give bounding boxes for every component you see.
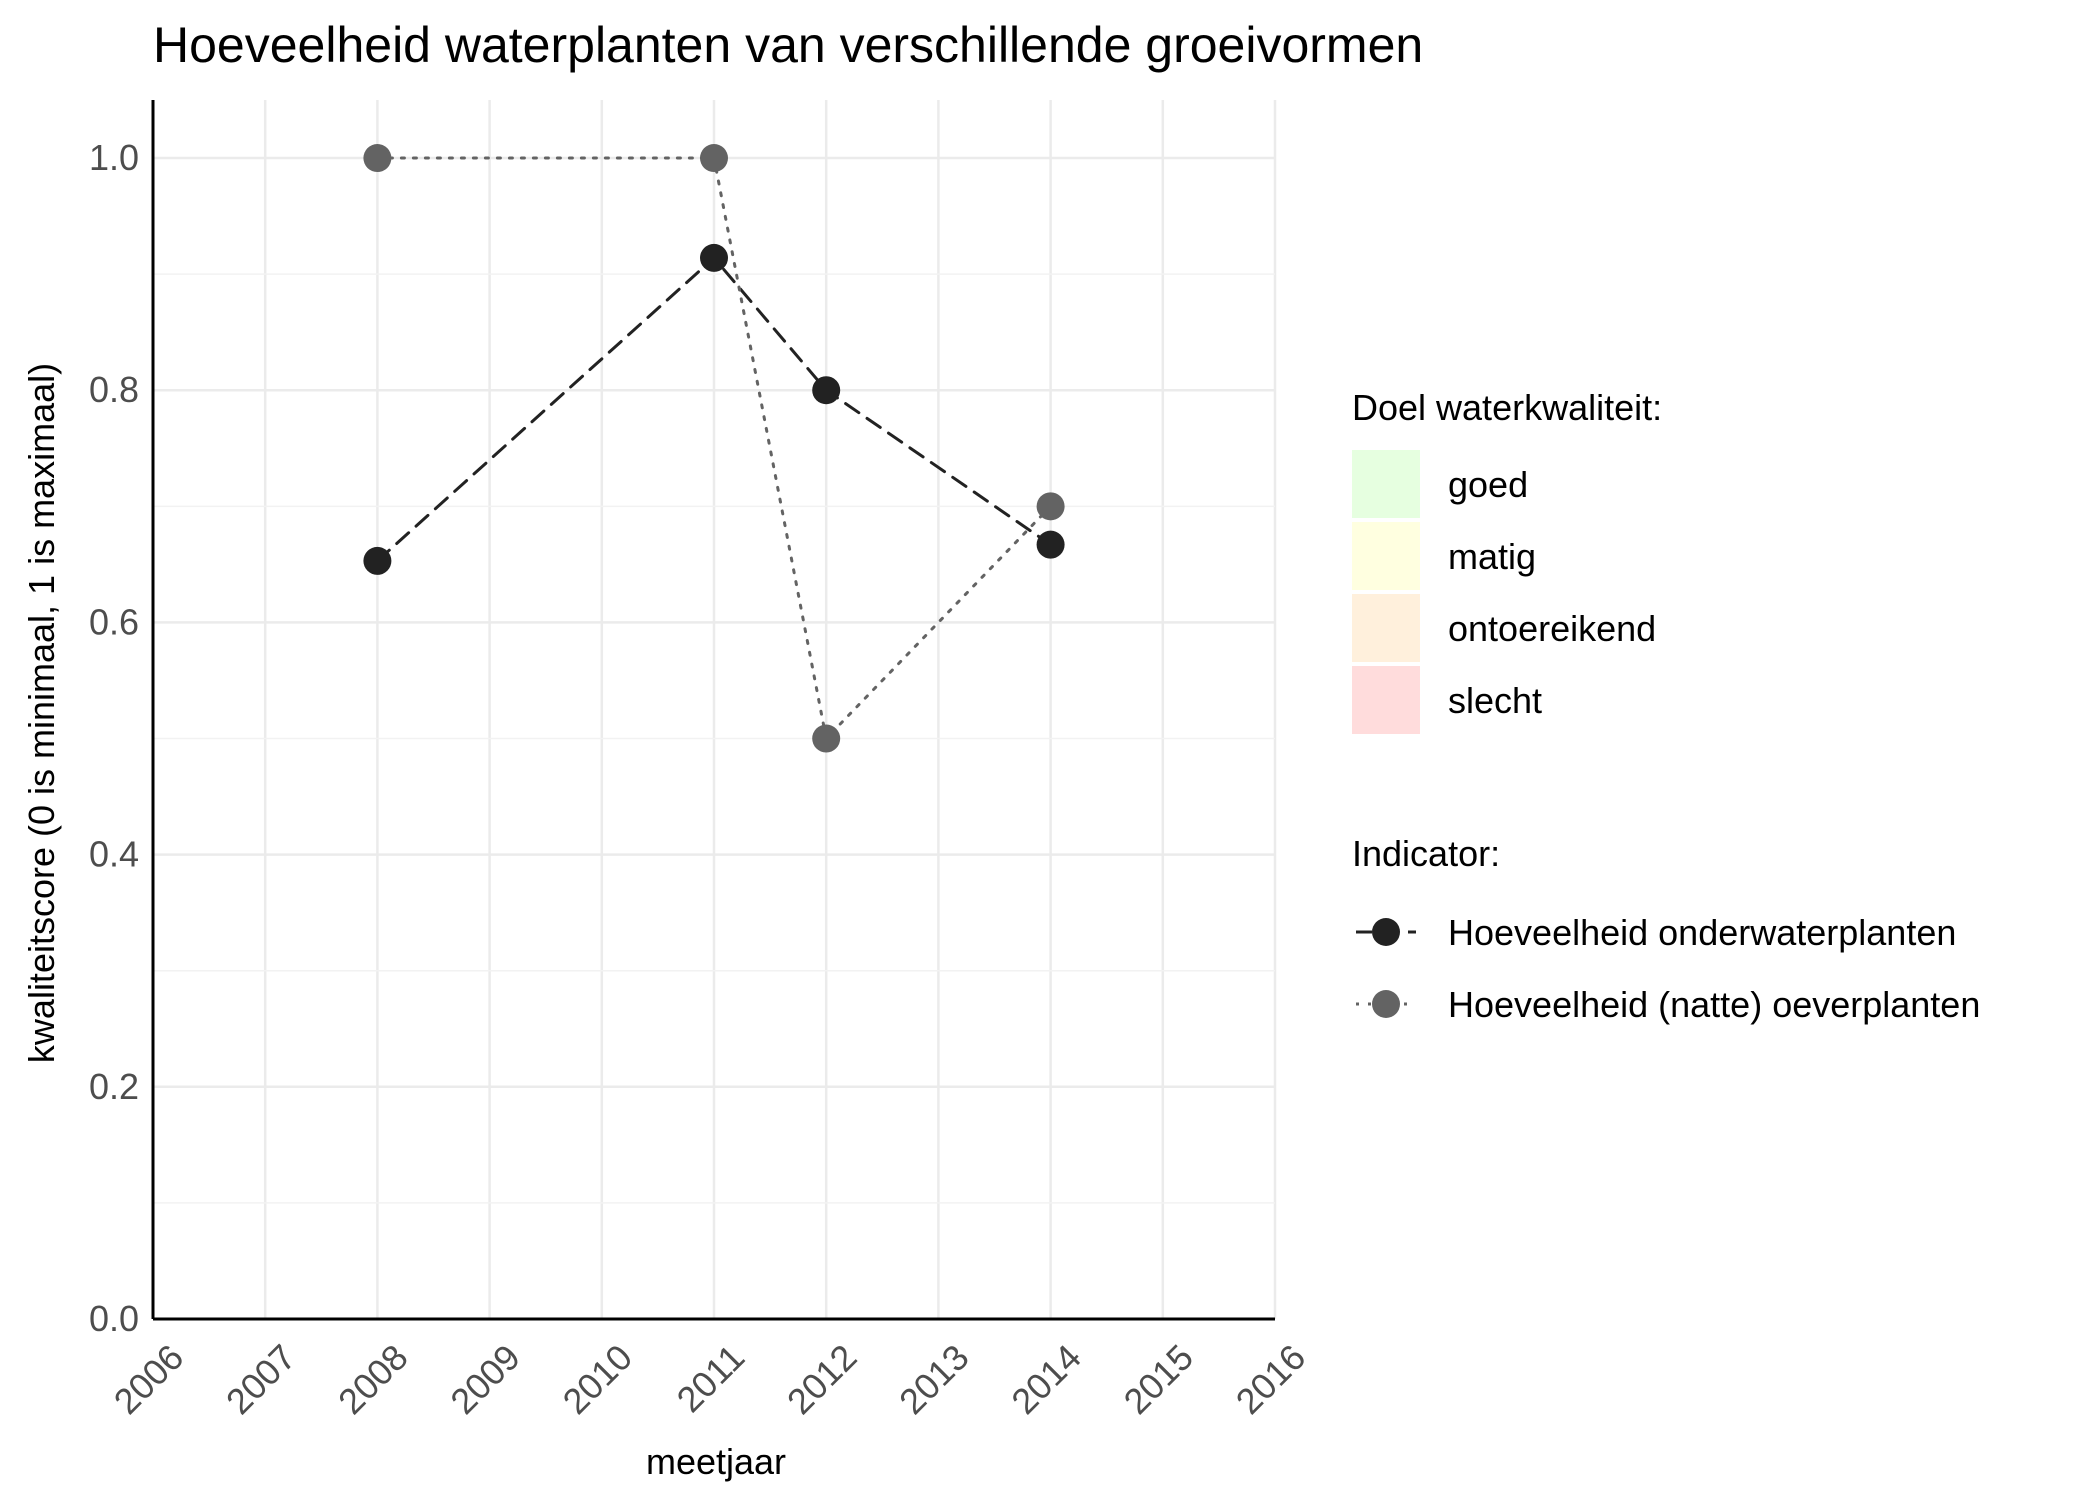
quality-swatch [1352,522,1420,590]
y-tick-label: 0.6 [89,601,139,642]
quality-legend-title: Doel waterkwaliteit: [1352,387,1662,428]
chart-title: Hoeveelheid waterplanten van verschillen… [153,17,1423,73]
x-tick-label: 2007 [218,1336,304,1422]
x-tick-label: 2009 [442,1336,528,1422]
x-tick-label: 2013 [891,1336,977,1422]
indicator-legend-marker [1372,918,1400,946]
y-tick-label: 0.8 [89,369,139,410]
data-point [812,724,841,753]
x-tick-label: 2008 [330,1336,416,1422]
series [363,144,1065,753]
series-line [375,255,1053,563]
data-point [1036,530,1065,559]
quality-legend-label: matig [1448,536,1536,577]
y-axis-title: kwaliteitscore (0 is minimaal, 1 is maxi… [21,363,62,1063]
x-axis-title: meetjaar [646,1441,786,1482]
y-tick-label: 0.0 [89,1298,139,1339]
data-point [700,144,728,173]
quality-swatch [1352,666,1420,734]
series-2 [363,144,1065,753]
x-tick-label: 2010 [555,1336,641,1422]
tick-labels: 0.0 0.2 0.4 0.6 0.8 1.0 2006 2007 2008 2009 2010 20… [89,137,1313,1422]
indicator-legend-title: Indicator: [1352,833,1500,874]
series-1 [363,243,1065,575]
data-point [812,376,841,405]
x-tick-label: 2015 [1116,1336,1202,1422]
indicator-legend-label: Hoeveelheid onderwaterplanten [1448,912,1956,953]
data-point [1036,492,1065,521]
x-tick-label: 2016 [1228,1336,1314,1422]
x-tick-label: 2006 [106,1336,192,1422]
grid [151,100,1277,1321]
axes [151,100,1275,1321]
y-tick-label: 0.4 [89,834,139,875]
y-tick-label: 1.0 [89,137,139,178]
quality-swatch [1352,450,1420,518]
legend: Doel waterkwaliteit: goed matig ontoereiken… [1352,387,1980,1025]
indicator-legend-label: Hoeveelheid (natte) oeverplanten [1448,984,1980,1025]
data-point [363,144,392,173]
quality-legend-label: slecht [1448,680,1542,721]
quality-legend-label: goed [1448,464,1528,505]
series-line [375,156,1053,742]
x-tick-label: 2014 [1003,1336,1089,1422]
x-tick-label: 2012 [779,1336,865,1422]
quality-swatch [1352,594,1420,662]
x-tick-label: 2011 [669,1336,753,1420]
data-point [363,546,392,575]
quality-legend-label: ontoereikend [1448,608,1656,649]
data-point [700,243,728,272]
y-tick-label: 0.2 [89,1066,139,1107]
indicator-legend-marker [1372,990,1400,1018]
